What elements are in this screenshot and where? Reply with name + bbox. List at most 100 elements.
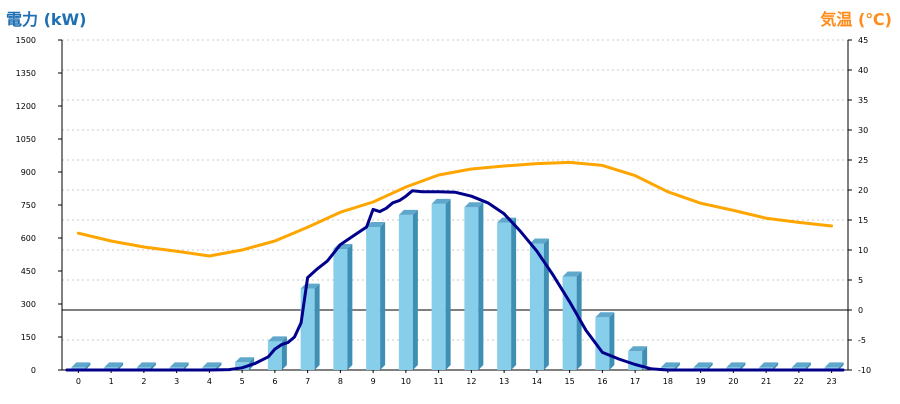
y-right-tick-label: 40 — [858, 66, 868, 75]
power-bar-side — [314, 283, 320, 370]
power-bar — [497, 222, 512, 370]
power-bar-top — [791, 362, 811, 368]
x-tick-label: 19 — [696, 377, 706, 386]
power-bar-side — [281, 336, 287, 370]
temperature-line — [76, 160, 834, 258]
x-tick-label: 3 — [174, 377, 179, 386]
power-bar-side — [511, 217, 517, 370]
power-bar-top — [529, 238, 549, 244]
power-bar-top — [562, 271, 582, 277]
power-bar-side — [773, 362, 779, 370]
power-bar-side — [740, 362, 746, 370]
power-bar-top — [595, 312, 615, 318]
power-bar-top — [202, 362, 222, 368]
y-right-tick-label: 30 — [858, 126, 868, 135]
power-bar-top — [726, 362, 746, 368]
y-left-tick-label: 150 — [21, 333, 36, 342]
power-bar-side — [642, 346, 648, 370]
y-left-axis-label: 電力 (kW) — [6, 10, 87, 29]
power-bar — [300, 288, 315, 370]
y-right-tick-label: 0 — [858, 306, 863, 315]
power-bar-side — [543, 238, 549, 370]
power-bar-top — [660, 362, 680, 368]
x-tick-label: 9 — [371, 377, 376, 386]
power-bar-top — [628, 346, 648, 352]
power-bar — [366, 227, 381, 370]
x-tick-label: 0 — [76, 377, 81, 386]
power-bar — [398, 214, 413, 370]
power-bar-top — [464, 202, 484, 208]
power-bar-side — [216, 362, 222, 370]
y-left-tick-label: 450 — [21, 267, 36, 276]
power-bar-top — [235, 357, 255, 363]
x-tick-label: 6 — [272, 377, 277, 386]
x-tick-label: 23 — [827, 377, 837, 386]
x-tick-label: 18 — [663, 377, 673, 386]
y-left-tick-label: 1350 — [16, 69, 36, 78]
y-right-tick-label: -10 — [858, 366, 871, 375]
power-bar-top — [759, 362, 779, 368]
power-bar-top — [824, 362, 844, 368]
x-tick-label: 12 — [466, 377, 476, 386]
y-left-tick-label: 1050 — [16, 135, 36, 144]
power-bar-side — [412, 209, 418, 370]
y-right-tick-label: -5 — [858, 336, 866, 345]
power-bar-side — [805, 362, 811, 370]
power-bar-side — [674, 362, 680, 370]
x-tick-label: 7 — [305, 377, 310, 386]
power-bar-top — [431, 198, 451, 204]
power-bar-top — [366, 222, 386, 227]
x-tick-label: 16 — [597, 377, 607, 386]
power-bar-side — [183, 362, 189, 370]
x-tick-label: 4 — [207, 377, 212, 386]
x-tick-label: 14 — [532, 377, 542, 386]
power-bar-side — [380, 222, 386, 370]
y-left-tick-label: 750 — [21, 201, 36, 210]
power-line — [65, 189, 845, 372]
power-bar — [562, 276, 577, 370]
power-bar-top — [71, 362, 91, 368]
y-left-tick-label: 1200 — [16, 102, 36, 111]
y-right-tick-label: 45 — [858, 36, 868, 45]
power-bar — [595, 317, 610, 370]
power-bar-side — [609, 312, 615, 370]
x-tick-label: 1 — [109, 377, 114, 386]
power-bar-side — [838, 362, 844, 370]
power-bar — [431, 203, 446, 370]
x-tick-label: 5 — [240, 377, 245, 386]
x-tick-label: 20 — [728, 377, 738, 386]
y-right-tick-label: 15 — [858, 216, 868, 225]
power-bar-side — [445, 198, 451, 370]
x-tick-label: 15 — [565, 377, 575, 386]
power-bar-top — [136, 362, 156, 368]
power-bar-side — [347, 244, 353, 370]
power-bar — [333, 249, 348, 370]
y-left-tick-label: 1500 — [16, 36, 36, 45]
y-left-tick-label: 0 — [31, 366, 36, 375]
x-tick-label: 2 — [141, 377, 146, 386]
power-bar — [529, 243, 544, 370]
power-bar-side — [150, 362, 156, 370]
power-bar-side — [707, 362, 713, 370]
y-right-tick-label: 20 — [858, 186, 868, 195]
power-bar-top — [398, 209, 418, 215]
x-tick-label: 17 — [630, 377, 640, 386]
x-tick-label: 13 — [499, 377, 509, 386]
y-right-tick-label: 25 — [858, 156, 868, 165]
power-bar — [464, 207, 479, 370]
x-tick-label: 8 — [338, 377, 343, 386]
power-bar-top — [693, 362, 713, 368]
power-bar-side — [478, 202, 484, 370]
power-bar-top — [267, 336, 287, 342]
y-left-tick-label: 600 — [21, 234, 36, 243]
power-bar-top — [104, 362, 124, 368]
x-tick-label: 10 — [401, 377, 411, 386]
y-right-tick-label: 35 — [858, 96, 868, 105]
y-right-axis-label: 気温 (℃) — [820, 10, 892, 29]
x-tick-label: 22 — [794, 377, 804, 386]
x-tick-label: 21 — [761, 377, 771, 386]
y-right-tick-label: 10 — [858, 246, 868, 255]
y-right-tick-label: 5 — [858, 276, 863, 285]
